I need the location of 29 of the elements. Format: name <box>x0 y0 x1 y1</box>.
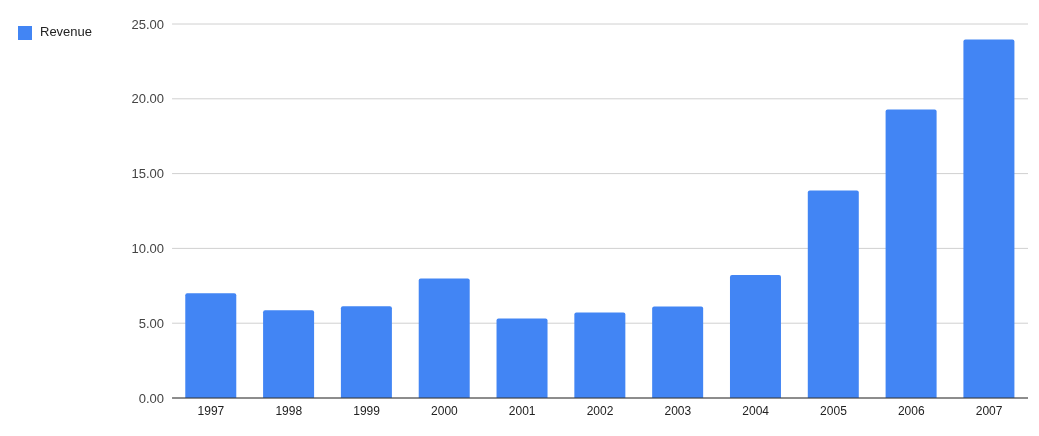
bar <box>807 190 859 398</box>
legend-label: Revenue <box>40 24 93 39</box>
x-tick-label: 1997 <box>197 403 225 418</box>
bar <box>652 306 704 398</box>
bar <box>729 275 781 398</box>
x-tick-label: 2003 <box>664 403 692 418</box>
y-tick-label: 20.00 <box>131 91 165 107</box>
x-tick-label: 2006 <box>897 403 925 418</box>
x-tick-label: 2005 <box>820 403 848 418</box>
bar <box>574 312 626 398</box>
bar <box>963 39 1015 398</box>
x-tick-label: 2007 <box>975 403 1003 418</box>
bar <box>418 278 470 398</box>
x-tick-label: 1998 <box>275 403 303 418</box>
x-tick-label: 2001 <box>508 403 536 418</box>
x-tick-label: 2002 <box>586 403 614 418</box>
bar <box>496 318 548 398</box>
y-tick-label: 25.00 <box>131 16 165 32</box>
x-tick-label: 2004 <box>742 403 770 418</box>
bar <box>340 306 392 398</box>
bar <box>263 310 315 398</box>
x-tick-label: 1999 <box>353 403 381 418</box>
y-tick-label: 5.00 <box>138 315 165 331</box>
y-tick-label: 15.00 <box>131 166 165 182</box>
x-tick-label: 2000 <box>431 403 459 418</box>
y-tick-label: 0.00 <box>138 390 165 406</box>
y-tick-label: 10.00 <box>131 241 165 257</box>
bar <box>885 109 937 398</box>
bar <box>185 293 237 398</box>
